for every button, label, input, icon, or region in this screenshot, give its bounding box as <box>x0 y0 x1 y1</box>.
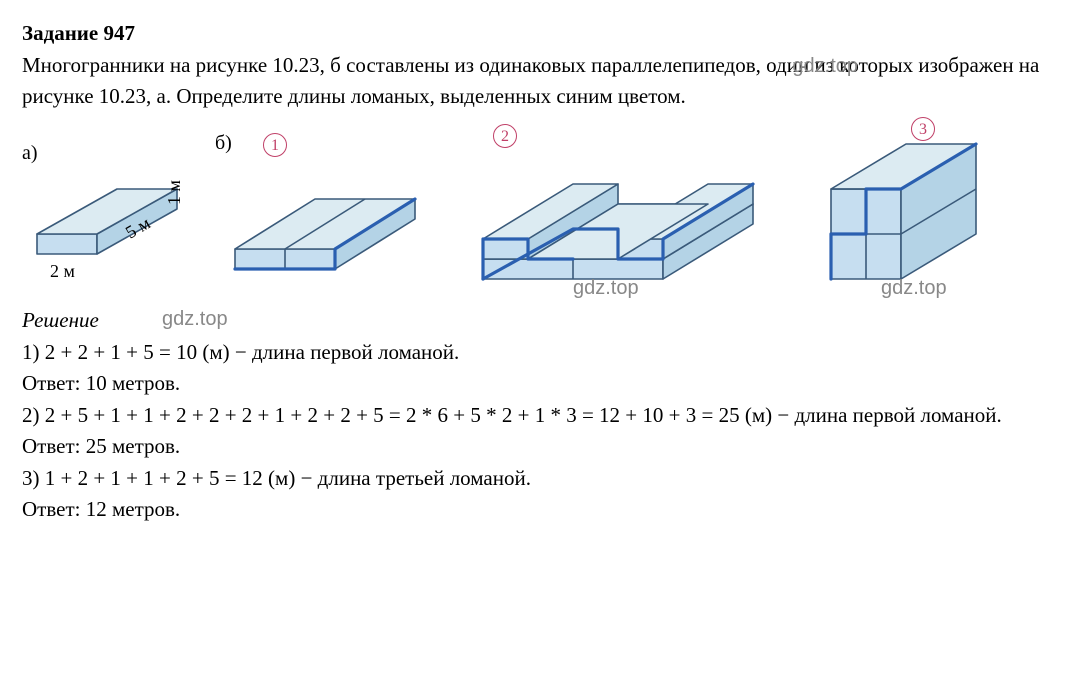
svg-b2 <box>463 124 783 299</box>
solution-line-1: 1) 2 + 2 + 1 + 5 = 10 (м) − длина первой… <box>22 337 1058 367</box>
solution-heading: Решение <box>22 305 1058 335</box>
panel-b3: 3 gdz.top <box>801 119 1001 299</box>
label-b: б) <box>215 129 232 158</box>
svg-a: 2 м 5 м 1 м <box>22 139 197 299</box>
svg-b1 <box>215 129 445 299</box>
answer-line-3: Ответ: 12 метров. <box>22 494 1058 524</box>
figure-row: а) 2 м 5 м 1 м б) 1 <box>22 119 1058 299</box>
problem-statement: Многогранники на рисунке 10.23, б состав… <box>22 50 1058 111</box>
solution-line-3: 3) 1 + 2 + 1 + 1 + 2 + 5 = 12 (м) − длин… <box>22 463 1058 493</box>
panel-b2: 2 gdz.t <box>463 124 783 299</box>
dim-w: 2 м <box>50 261 75 281</box>
problem-text: Многогранники на рисунке 10.23, б состав… <box>22 53 1039 107</box>
dim-h: 1 м <box>164 180 184 205</box>
panel-b1: б) 1 <box>215 129 445 299</box>
answer-line-1: Ответ: 10 метров. <box>22 368 1058 398</box>
task-title: Задание 947 <box>22 18 1058 48</box>
answer-line-2: Ответ: 25 метров. <box>22 431 1058 461</box>
label-a: а) <box>22 139 38 168</box>
solution-line-2: 2) 2 + 5 + 1 + 1 + 2 + 2 + 2 + 1 + 2 + 2… <box>22 400 1058 430</box>
svg-b3 <box>801 119 1001 299</box>
panel-a: а) 2 м 5 м 1 м <box>22 139 197 299</box>
